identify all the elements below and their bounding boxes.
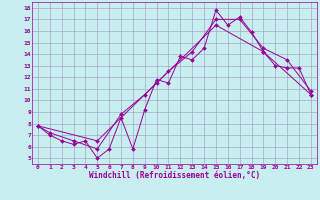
X-axis label: Windchill (Refroidissement éolien,°C): Windchill (Refroidissement éolien,°C) — [89, 171, 260, 180]
